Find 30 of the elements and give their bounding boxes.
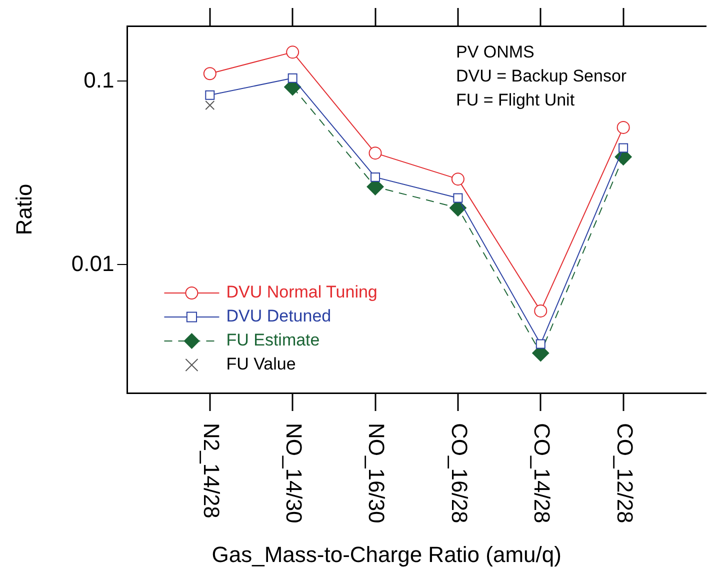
annotation: PV ONMS: [456, 42, 534, 62]
x-tick-label: NO_14/30: [282, 423, 307, 524]
point: [368, 146, 382, 160]
point: [203, 67, 216, 80]
point: [205, 90, 215, 100]
point: [286, 46, 300, 59]
x-tick-label: CO_16/28: [446, 423, 472, 524]
x-tick-label: N2_14/28: [198, 423, 224, 518]
annotation: DVU = Backup Sensor: [456, 66, 627, 86]
point: [616, 120, 630, 134]
point: [205, 100, 215, 110]
point: [370, 172, 380, 182]
point: [534, 304, 548, 318]
legend-label: DVU Normal Tuning: [226, 282, 378, 302]
legend-label: FU Value: [226, 354, 296, 374]
x-axis-title: Gas_Mass-to-Charge Ratio (amu/q): [212, 542, 562, 568]
x-tick-label: NO_16/30: [364, 423, 390, 524]
y-tick-label: 0.1: [84, 67, 114, 92]
point: [453, 193, 463, 203]
y-axis-title: Ratio: [11, 184, 36, 236]
x-tick-label: CO_12/28: [612, 423, 638, 524]
y-tick-label: 0.01: [71, 250, 114, 276]
annotation: FU = Flight Unit: [456, 90, 575, 110]
point: [618, 143, 628, 153]
point: [288, 73, 298, 83]
point: [451, 172, 464, 186]
x-tick-label: CO_14/28: [530, 423, 555, 524]
point: [536, 339, 546, 349]
legend-label: DVU Detuned: [226, 306, 332, 326]
legend-label: FU Estimate: [226, 330, 320, 350]
